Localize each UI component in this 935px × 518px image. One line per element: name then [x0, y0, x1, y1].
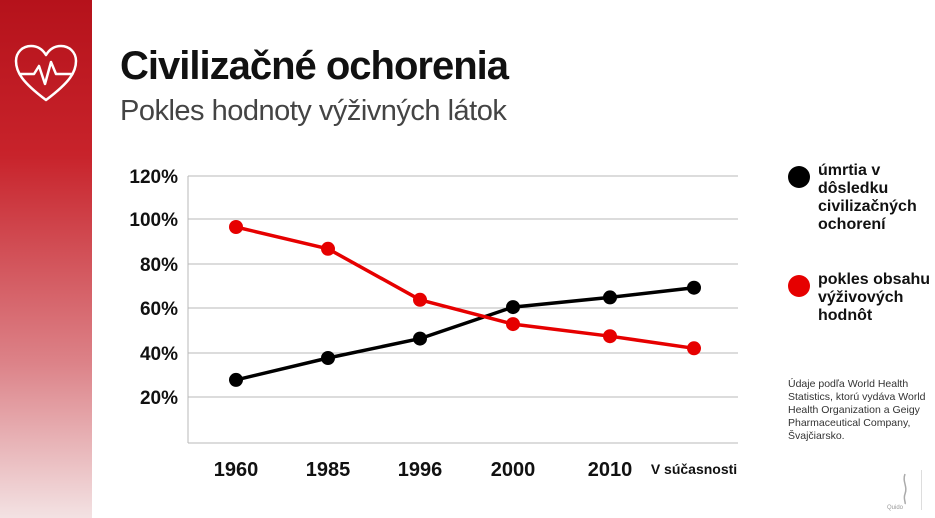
series-lines [235, 225, 695, 382]
page-subtitle: Pokles hodnoty výživných látok [120, 95, 507, 127]
data-point-nutrients [687, 341, 701, 356]
legend-label-nutrients: pokles obsahu výživových hodnôt [818, 271, 931, 324]
y-tick-label: 100% [129, 210, 178, 231]
logo-icon [903, 473, 907, 505]
y-tick-label: 80% [140, 255, 178, 276]
data-point-deaths [603, 290, 617, 305]
x-tick-label: 1960 [214, 459, 259, 481]
x-tick-labels: 1960 1985 1996 2000 2010 V súčasnosti [214, 459, 737, 481]
y-tick-label: 120% [129, 167, 178, 188]
heart-pulse-icon [14, 44, 78, 102]
chart-grid [188, 175, 738, 398]
series-line-nutrients [235, 225, 695, 351]
data-point-deaths [506, 300, 520, 315]
y-tick-label: 20% [140, 388, 178, 409]
series-line-deaths [235, 285, 695, 382]
data-point-deaths [229, 372, 243, 387]
legend-label-deaths: úmrtia v dôsledku civilizačných ochorení [818, 162, 917, 233]
data-point-nutrients [321, 241, 335, 256]
x-tick-label: 1985 [306, 459, 351, 481]
page-title: Civilizačné ochorenia [120, 44, 509, 88]
x-tick-label: 2000 [491, 459, 536, 481]
legend-marker-nutrients [788, 275, 810, 297]
x-tick-label: 1996 [398, 459, 443, 481]
chart-axes [187, 176, 738, 444]
data-point-nutrients [506, 317, 520, 332]
data-point-deaths [321, 351, 335, 365]
data-point-nutrients [603, 329, 617, 344]
data-point-nutrients [229, 220, 243, 234]
logo-text: Quido [887, 505, 904, 511]
y-tick-label: 40% [140, 344, 178, 365]
series-points [229, 220, 701, 387]
y-tick-label: 60% [140, 299, 178, 320]
data-point-nutrients [413, 292, 427, 307]
side-band [0, 0, 92, 518]
data-point-deaths [687, 280, 701, 295]
y-tick-labels: 20% 40% 60% 80% 100% 120% [129, 167, 178, 409]
legend-marker-deaths [788, 166, 810, 188]
data-point-deaths [413, 331, 427, 346]
x-tick-label: V súčasnosti [651, 461, 737, 477]
divider [921, 470, 922, 510]
source-note: Údaje podľa World Health Statistics, kto… [788, 378, 926, 442]
x-tick-label: 2010 [588, 459, 633, 481]
